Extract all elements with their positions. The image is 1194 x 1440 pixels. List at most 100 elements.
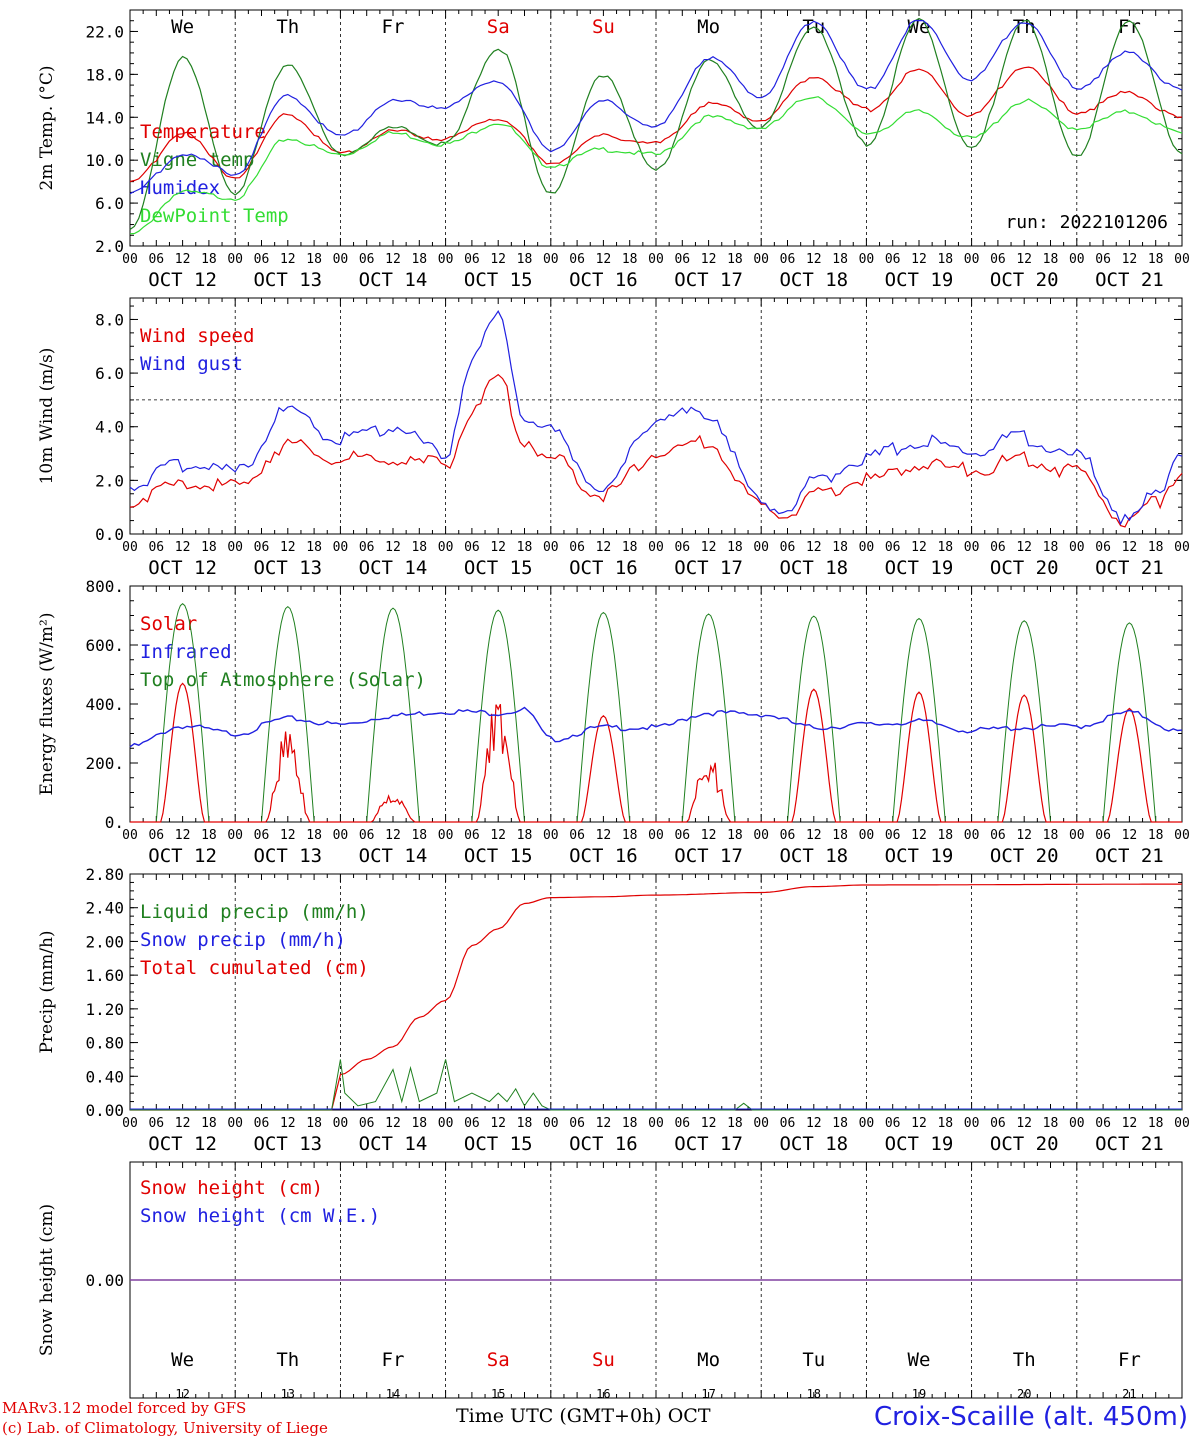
date-label: OCT 17 [674, 557, 743, 579]
y-tick-label: 2.0 [95, 237, 124, 256]
hour-tick-label: 06 [885, 828, 901, 843]
hour-tick-label: 12 [175, 1116, 191, 1131]
hour-tick-label: 06 [148, 252, 164, 267]
location-label: Croix-Scaille (alt. 450m) [874, 1402, 1188, 1432]
hour-tick-label: 00 [438, 540, 454, 555]
hour-tick-label: 06 [990, 828, 1006, 843]
hour-tick-label: 18 [1148, 540, 1164, 555]
date-label: OCT 16 [569, 1133, 638, 1155]
y-tick-label: 2.40 [85, 899, 124, 918]
hour-tick-label: 00 [648, 1116, 664, 1131]
hour-tick-label: 00 [964, 252, 980, 267]
hour-tick-label: 18 [517, 540, 533, 555]
date-label: OCT 18 [779, 1133, 848, 1155]
hour-tick-label: 06 [359, 540, 375, 555]
y-tick-label: 0.40 [85, 1067, 124, 1086]
weekday-label: We [171, 1349, 194, 1371]
hour-tick-label: 00 [122, 252, 138, 267]
date-label: OCT 12 [148, 845, 217, 867]
hour-tick-label: 00 [333, 828, 349, 843]
date-label: OCT 19 [885, 269, 954, 291]
hour-tick-label: 00 [964, 540, 980, 555]
date-label: OCT 21 [1095, 557, 1164, 579]
date-label: OCT 13 [253, 269, 322, 291]
y-tick-label: 2.80 [85, 865, 124, 884]
hour-tick-label: 18 [622, 828, 638, 843]
hour-tick-label: 18 [201, 828, 217, 843]
hour-tick-label: 06 [674, 1116, 690, 1131]
date-label: OCT 19 [885, 1133, 954, 1155]
hour-tick-label: 12 [490, 540, 506, 555]
y-tick-label: 14.0 [85, 108, 124, 127]
hour-tick-label: 06 [254, 252, 270, 267]
series-line-lightgreen [129, 96, 1183, 235]
hour-tick-label: 12 [175, 252, 191, 267]
legend-entry: Solar [140, 613, 197, 635]
hour-tick-label: 18 [201, 1116, 217, 1131]
hour-tick-label: 18 [937, 1116, 953, 1131]
date-label: OCT 15 [464, 1133, 533, 1155]
hour-tick-label: 00 [1069, 540, 1085, 555]
hour-tick-label: 12 [490, 252, 506, 267]
hour-tick-label: 12 [280, 1116, 296, 1131]
hour-tick-label: 18 [517, 828, 533, 843]
hour-tick-label: 12 [911, 540, 927, 555]
y-tick-label: 0.80 [85, 1034, 124, 1053]
hour-tick-label: 18 [727, 1116, 743, 1131]
weekday-label: Fr [1118, 16, 1141, 38]
day-number-label: 15 [491, 1387, 505, 1401]
hour-tick-label: 12 [806, 828, 822, 843]
hour-tick-label: 06 [1095, 252, 1111, 267]
hour-tick-label: 06 [1095, 1116, 1111, 1131]
weekday-label: We [908, 1349, 931, 1371]
hour-tick-label: 12 [701, 828, 717, 843]
hour-tick-label: 00 [648, 828, 664, 843]
hour-tick-label: 00 [1069, 1116, 1085, 1131]
hour-tick-label: 00 [333, 252, 349, 267]
hour-tick-label: 12 [701, 1116, 717, 1131]
hour-tick-label: 18 [622, 1116, 638, 1131]
hour-tick-label: 12 [596, 1116, 612, 1131]
hour-tick-label: 00 [859, 540, 875, 555]
y-axis-label: 2m Temp. (°C) [37, 65, 57, 190]
date-label: OCT 20 [990, 845, 1059, 867]
day-number-label: 12 [175, 1387, 189, 1401]
hour-tick-label: 12 [1122, 1116, 1138, 1131]
hour-tick-label: 12 [596, 828, 612, 843]
hour-tick-label: 00 [122, 540, 138, 555]
hour-tick-label: 00 [333, 540, 349, 555]
date-label: OCT 21 [1095, 845, 1164, 867]
weekday-label: Su [592, 1349, 615, 1371]
hour-tick-label: 18 [832, 1116, 848, 1131]
hour-tick-label: 00 [1069, 828, 1085, 843]
legend-entry: Snow precip (mm/h) [140, 929, 346, 951]
model-credit: MARv3.12 model forced by GFS [2, 1399, 247, 1417]
hour-tick-label: 18 [517, 252, 533, 267]
day-number-label: 18 [807, 1387, 821, 1401]
hour-tick-label: 12 [701, 540, 717, 555]
date-label: OCT 19 [885, 845, 954, 867]
date-label: OCT 17 [674, 1133, 743, 1155]
hour-tick-label: 00 [753, 252, 769, 267]
date-label: OCT 14 [359, 557, 428, 579]
hour-tick-label: 18 [727, 252, 743, 267]
hour-tick-label: 18 [937, 252, 953, 267]
y-tick-label: 6.0 [95, 194, 124, 213]
hour-tick-label: 06 [674, 252, 690, 267]
date-label: OCT 12 [148, 1133, 217, 1155]
weekday-label: Mo [697, 16, 720, 38]
hour-tick-label: 18 [411, 540, 427, 555]
series-line-red [129, 66, 1183, 183]
date-label: OCT 19 [885, 557, 954, 579]
hour-tick-label: 06 [780, 828, 796, 843]
weekday-label: Sa [487, 1349, 510, 1371]
hour-tick-label: 06 [990, 1116, 1006, 1131]
legend-entry: Total cumulated (cm) [140, 957, 369, 979]
hour-tick-label: 00 [753, 540, 769, 555]
legend-entry: Snow height (cm W.E.) [140, 1205, 380, 1227]
day-number-label: 19 [912, 1387, 926, 1401]
hour-tick-label: 18 [1043, 828, 1059, 843]
hour-tick-label: 00 [753, 1116, 769, 1131]
hour-tick-label: 00 [859, 252, 875, 267]
date-label: OCT 18 [779, 269, 848, 291]
